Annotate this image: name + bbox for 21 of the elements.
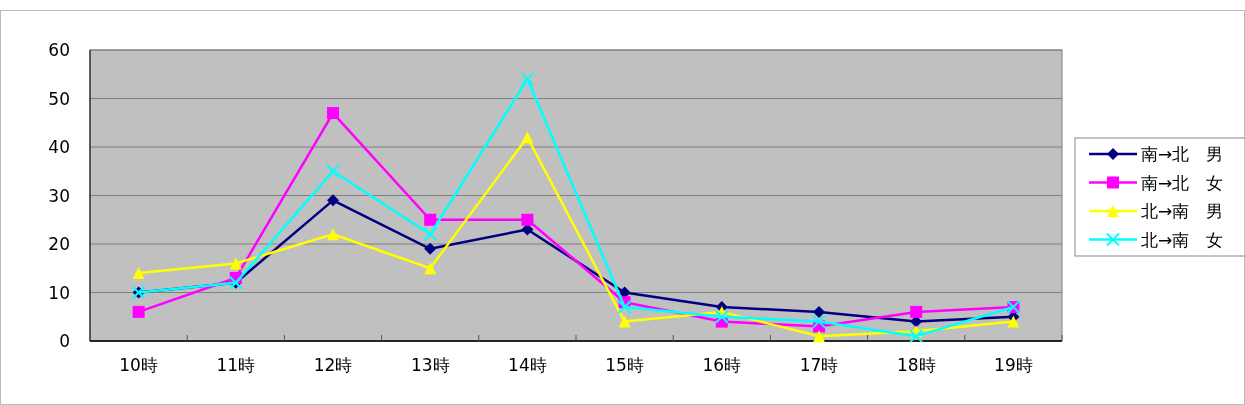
x-tick-label: 15時 (605, 355, 644, 375)
y-tick-label: 0 (59, 331, 70, 351)
x-tick-label: 17時 (799, 355, 839, 375)
x-tick-label: 19時 (994, 355, 1033, 375)
y-tick-label: 20 (48, 234, 70, 254)
legend-label: 南→北 男 (1141, 144, 1224, 164)
y-tick-label: 50 (48, 88, 70, 109)
x-tick-label: 16時 (702, 355, 742, 375)
x-tick-label: 12時 (313, 355, 353, 375)
legend-label: 北→南 女 (1141, 229, 1224, 250)
legend-label: 南→北 女 (1141, 172, 1224, 193)
x-tick-label: 11時 (216, 355, 256, 375)
y-tick-label: 40 (48, 137, 70, 157)
y-tick-label: 30 (48, 185, 70, 206)
x-tick-label: 13時 (410, 355, 450, 375)
y-tick-label: 10 (48, 282, 70, 303)
y-tick-label: 60 (48, 40, 70, 60)
x-tick-label: 14時 (508, 355, 547, 375)
x-tick-label: 10時 (119, 355, 158, 375)
legend-label: 北→南 男 (1141, 201, 1224, 221)
x-tick-label: 18時 (896, 355, 936, 375)
